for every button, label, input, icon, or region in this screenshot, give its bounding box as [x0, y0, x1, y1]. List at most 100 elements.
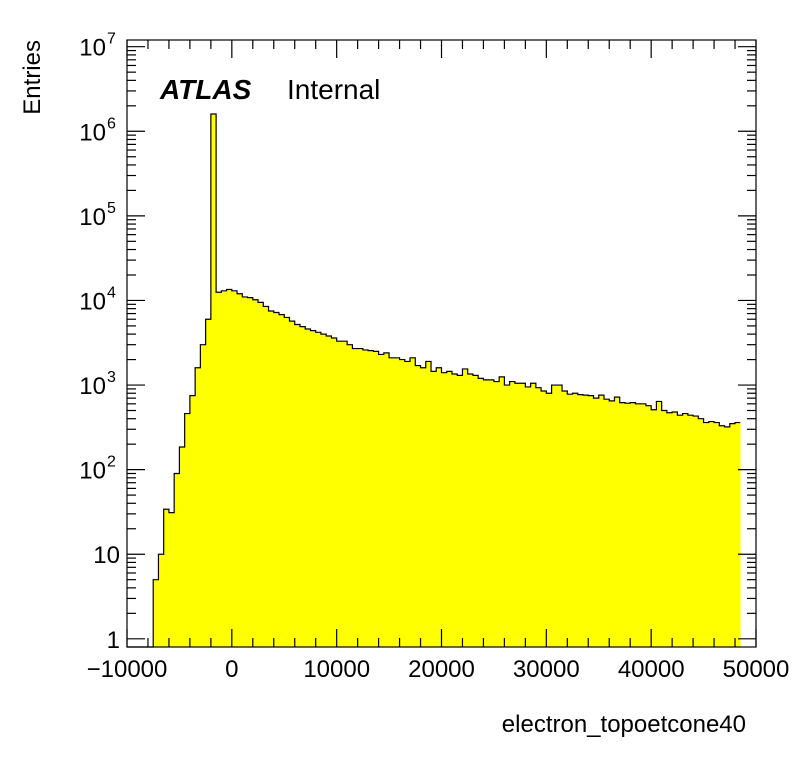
x-axis-title: electron_topoetcone40: [502, 711, 746, 738]
histogram-bin: [425, 361, 432, 647]
histogram-bin: [504, 385, 511, 647]
histogram-bin: [320, 334, 327, 647]
y-tick-label: 10: [93, 542, 120, 569]
histogram-bin: [572, 393, 579, 647]
histogram-bin: [279, 314, 285, 647]
histogram-bin: [357, 348, 364, 647]
x-tick-labels: −10000 0 10000 20000 30000 40000 50000: [87, 656, 790, 683]
histogram-bin: [651, 409, 657, 647]
histogram-bin: [404, 361, 411, 647]
histogram-bin: [656, 401, 663, 647]
histogram-bin: [619, 402, 626, 647]
histogram-bin: [205, 319, 212, 647]
y-tick-exponent: 6: [107, 115, 116, 132]
histogram-bin: [509, 381, 516, 647]
histogram-bin: [546, 393, 552, 647]
histogram-bin: [645, 405, 652, 647]
x-tick-label: 20000: [408, 656, 475, 683]
plot-frame: [126, 39, 757, 648]
histogram-bin: [431, 371, 437, 647]
x-tick-label: 30000: [513, 656, 580, 683]
y-tick-label: 10: [79, 373, 106, 400]
histogram-bin: [210, 114, 217, 647]
histogram-bin: [153, 579, 159, 647]
histogram-bin: [457, 375, 463, 647]
histogram-bin: [326, 336, 332, 647]
histogram-bin: [693, 416, 699, 647]
y-tick-label: 10: [79, 204, 106, 231]
y-axis-title: Entries: [19, 40, 46, 115]
atlas-label: ATLAS: [159, 74, 252, 105]
histogram-bin: [525, 386, 532, 647]
histogram-bin: [389, 357, 395, 647]
histogram-bin: [179, 447, 186, 647]
histogram-bin: [347, 344, 353, 647]
histogram-bin: [661, 410, 668, 647]
x-tick-label: 10000: [303, 656, 370, 683]
histogram-bins: [153, 114, 741, 647]
x-tick-label: 0: [225, 656, 238, 683]
histogram-bin: [336, 341, 343, 647]
histogram-bin: [729, 423, 736, 647]
histogram-bin: [635, 403, 642, 647]
histogram-bin: [567, 394, 573, 647]
histogram-outline: [127, 113, 741, 648]
histogram-bin: [378, 354, 385, 647]
histogram-bin: [237, 293, 243, 647]
histogram-bin: [609, 400, 615, 647]
internal-label: Internal: [287, 74, 380, 105]
y-tick-exponent: 5: [107, 200, 116, 217]
histogram-bin: [703, 422, 710, 647]
histogram-bin: [310, 330, 317, 647]
histogram-bin: [677, 415, 684, 647]
histogram-bin: [451, 374, 458, 647]
x-tick-label: 40000: [618, 656, 685, 683]
histogram-bin: [289, 321, 296, 647]
histogram-bin: [467, 374, 474, 647]
histogram-bin: [478, 378, 484, 647]
histogram-bin: [373, 351, 379, 647]
histogram-bin: [341, 341, 348, 647]
histogram-bin: [640, 403, 647, 647]
y-tick-exponent: 4: [107, 285, 116, 302]
y-tick-exponent: 7: [107, 31, 116, 48]
histogram-bin: [420, 367, 427, 647]
histogram-bin: [268, 311, 275, 647]
histogram-bin: [331, 337, 338, 647]
histogram-bin: [231, 290, 238, 647]
histogram-bin: [556, 385, 563, 647]
histogram-bin: [305, 328, 311, 647]
histogram-bin: [583, 395, 589, 647]
histogram-bin: [415, 365, 421, 647]
histogram-bin: [483, 379, 490, 647]
histogram-bin: [446, 371, 453, 647]
histogram-bin: [577, 394, 584, 647]
y-tick-label: 10: [79, 35, 106, 62]
histogram-bin: [252, 299, 259, 647]
histogram-bin: [174, 473, 180, 647]
x-tick-label: −10000: [87, 656, 168, 683]
histogram-bin: [499, 376, 505, 647]
histogram-bin: [472, 375, 479, 647]
y-tick-label: 10: [79, 119, 106, 146]
histogram-bin: [221, 290, 227, 647]
histogram-bin: [682, 413, 689, 647]
histogram-bin: [630, 402, 636, 647]
histogram-bin: [195, 367, 201, 647]
histogram-bin: [247, 297, 254, 647]
histogram-bin: [714, 422, 720, 647]
y-tick-label: 10: [79, 458, 106, 485]
histogram-bin: [593, 398, 600, 647]
histogram-bin: [719, 425, 725, 647]
y-tick-label: 1: [107, 627, 120, 654]
histogram-bin: [441, 372, 448, 647]
histogram-bin: [535, 387, 542, 647]
histogram-bin: [258, 302, 264, 647]
histogram-bin: [698, 418, 704, 647]
histogram-bin: [315, 332, 322, 647]
x-tick-label: 50000: [723, 656, 790, 683]
histogram-bin: [562, 391, 568, 647]
histogram-bin: [184, 413, 191, 647]
histogram-bin: [436, 367, 442, 647]
histogram-bin: [163, 509, 170, 647]
